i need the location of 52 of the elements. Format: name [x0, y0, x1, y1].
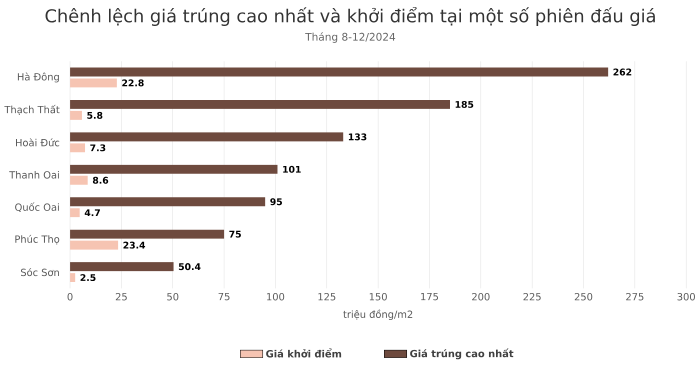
data-label: 8.6 [92, 176, 108, 184]
chart-subtitle: Tháng 8-12/2024 [305, 32, 396, 43]
bar [70, 78, 117, 88]
y-tick-label: Thạch Thất [4, 104, 60, 115]
chart-title: Chênh lệch giá trúng cao nhất và khởi điểm tại một số phiên đấu giá [46, 6, 655, 26]
data-label: 23.4 [123, 242, 146, 249]
bar [70, 208, 80, 218]
bar [70, 262, 174, 272]
bar [70, 197, 266, 206]
data-label: 101 [283, 166, 301, 173]
x-tick-label: 150 [370, 292, 387, 300]
y-tick-label: Sóc Sơn [20, 268, 59, 276]
x-tick-label: 0 [68, 292, 73, 300]
x-tick-label: 75 [218, 292, 230, 300]
data-label: 95 [270, 198, 282, 206]
bar [70, 100, 450, 109]
legend-label: Giá khởi điểm [266, 348, 342, 358]
data-label: 185 [456, 100, 474, 108]
data-label: 22.8 [122, 79, 144, 86]
x-tick-label: 175 [421, 292, 438, 300]
bar [70, 230, 224, 239]
x-tick-label: 100 [267, 292, 284, 300]
legend-label: Giá trúng cao nhất [410, 348, 514, 360]
y-tick-label: Thanh Oai [9, 170, 59, 179]
x-tick-label: 275 [626, 292, 644, 300]
x-axis-title: triệu đồng/m2 [343, 309, 412, 320]
x-tick-label: 300 [678, 292, 695, 300]
bar [70, 143, 86, 152]
x-tick-label: 200 [472, 292, 490, 300]
bar [70, 110, 82, 120]
data-label: 262 [614, 68, 632, 76]
data-label: 5.8 [87, 112, 102, 119]
bar [70, 67, 608, 76]
y-tick-label: Hoài Đức [16, 138, 60, 146]
data-label: 75 [229, 230, 241, 238]
x-tick-label: 50 [167, 292, 178, 300]
bar [70, 240, 118, 250]
data-label: 50.4 [178, 263, 201, 270]
data-label: 2.5 [80, 274, 96, 281]
bar [70, 164, 278, 174]
x-tick-label: 225 [523, 292, 541, 300]
data-label: 4.7 [84, 209, 100, 216]
data-label: 133 [348, 133, 366, 140]
data-label: 7.3 [90, 144, 106, 152]
y-tick-label: Hà Đông [18, 72, 59, 82]
bar [70, 132, 344, 142]
y-tick-label: Phúc Thọ [15, 234, 60, 244]
bar [70, 176, 88, 185]
x-tick-label: 25 [116, 292, 127, 300]
x-tick-label: 125 [318, 292, 336, 300]
y-tick-label: Quốc Oai [15, 202, 59, 212]
x-tick-label: 250 [574, 292, 592, 300]
